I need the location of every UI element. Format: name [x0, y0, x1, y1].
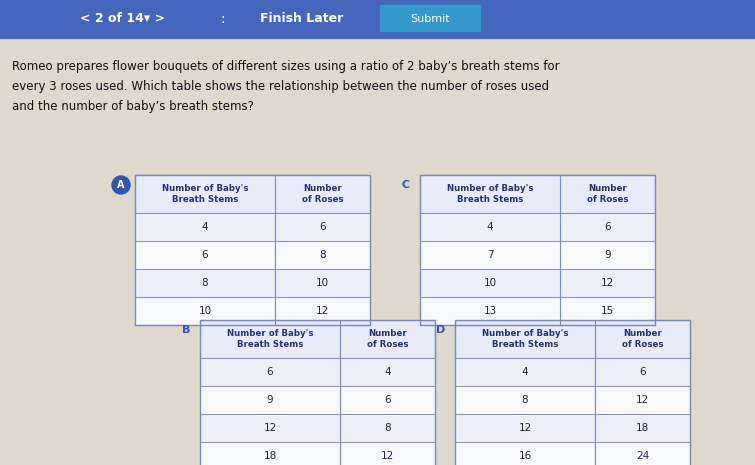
- Text: Number
of Roses: Number of Roses: [622, 329, 663, 349]
- Text: 12: 12: [601, 278, 614, 288]
- Bar: [455, 414, 690, 442]
- Text: 10: 10: [316, 278, 329, 288]
- Bar: [200, 320, 435, 465]
- Text: and the number of baby’s breath stems?: and the number of baby’s breath stems?: [12, 100, 254, 113]
- Text: Number
of Roses: Number of Roses: [367, 329, 408, 349]
- Text: B: B: [182, 325, 190, 335]
- Text: 12: 12: [519, 423, 532, 433]
- Bar: [420, 297, 655, 325]
- Text: 6: 6: [202, 250, 208, 260]
- Text: 4: 4: [522, 367, 528, 377]
- Text: 12: 12: [636, 395, 649, 405]
- Text: Submit: Submit: [410, 14, 450, 24]
- Bar: [455, 320, 690, 358]
- Bar: [135, 175, 370, 213]
- Text: 12: 12: [381, 451, 394, 461]
- Text: 4: 4: [487, 222, 493, 232]
- Text: A: A: [117, 180, 125, 190]
- Bar: [135, 269, 370, 297]
- Bar: [200, 358, 435, 386]
- Text: 6: 6: [384, 395, 391, 405]
- Bar: [420, 213, 655, 241]
- Bar: [135, 175, 370, 325]
- Text: 8: 8: [202, 278, 208, 288]
- Text: 8: 8: [384, 423, 391, 433]
- Bar: [200, 442, 435, 465]
- Text: C: C: [402, 180, 410, 190]
- Text: 10: 10: [483, 278, 497, 288]
- Bar: [200, 414, 435, 442]
- Text: Romeo prepares flower bouquets of different sizes using a ratio of 2 baby’s brea: Romeo prepares flower bouquets of differ…: [12, 60, 559, 73]
- Text: 16: 16: [519, 451, 532, 461]
- Text: 6: 6: [267, 367, 273, 377]
- Text: 12: 12: [316, 306, 329, 316]
- Text: 6: 6: [639, 367, 646, 377]
- Bar: [420, 175, 655, 325]
- Bar: [420, 269, 655, 297]
- Bar: [200, 386, 435, 414]
- Text: :: :: [220, 12, 225, 26]
- Text: 10: 10: [199, 306, 211, 316]
- Text: 6: 6: [319, 222, 326, 232]
- Text: 6: 6: [604, 222, 611, 232]
- Text: every 3 roses used. Which table shows the relationship between the number of ros: every 3 roses used. Which table shows th…: [12, 80, 549, 93]
- Bar: [200, 320, 435, 358]
- Text: 9: 9: [267, 395, 273, 405]
- Bar: [455, 386, 690, 414]
- Text: < 2 of 14▾ >: < 2 of 14▾ >: [80, 13, 165, 26]
- Text: 18: 18: [263, 451, 276, 461]
- Text: Number of Baby's
Breath Stems: Number of Baby's Breath Stems: [447, 184, 533, 204]
- Bar: [455, 358, 690, 386]
- Text: D: D: [436, 325, 445, 335]
- Text: Number of Baby's
Breath Stems: Number of Baby's Breath Stems: [482, 329, 569, 349]
- Text: 18: 18: [636, 423, 649, 433]
- Text: 4: 4: [202, 222, 208, 232]
- Text: Number of Baby's
Breath Stems: Number of Baby's Breath Stems: [162, 184, 248, 204]
- Bar: [455, 442, 690, 465]
- Text: 12: 12: [263, 423, 276, 433]
- Bar: [135, 213, 370, 241]
- Bar: [420, 241, 655, 269]
- Text: Number
of Roses: Number of Roses: [302, 184, 344, 204]
- Text: 8: 8: [319, 250, 326, 260]
- Bar: [135, 297, 370, 325]
- Text: 4: 4: [384, 367, 391, 377]
- Text: 9: 9: [604, 250, 611, 260]
- Text: Number of Baby's
Breath Stems: Number of Baby's Breath Stems: [226, 329, 313, 349]
- Circle shape: [112, 176, 130, 194]
- Text: 15: 15: [601, 306, 614, 316]
- Bar: [420, 175, 655, 213]
- Text: Finish Later: Finish Later: [260, 13, 344, 26]
- Text: 7: 7: [487, 250, 493, 260]
- Text: 8: 8: [522, 395, 528, 405]
- Bar: [135, 241, 370, 269]
- Bar: [455, 320, 690, 465]
- Text: 24: 24: [636, 451, 649, 461]
- Bar: [0, 0, 755, 38]
- Text: Number
of Roses: Number of Roses: [587, 184, 628, 204]
- Text: 13: 13: [483, 306, 497, 316]
- Bar: [380, 5, 480, 31]
